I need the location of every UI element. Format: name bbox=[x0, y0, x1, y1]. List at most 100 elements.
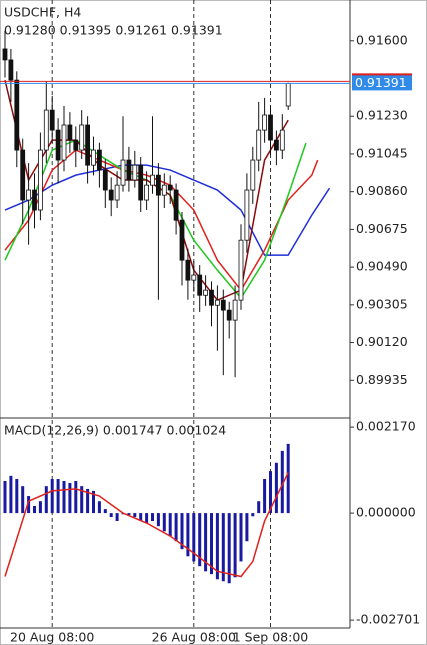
histogram-bar bbox=[251, 513, 255, 517]
histogram-bar bbox=[9, 475, 13, 514]
candle-body bbox=[102, 169, 108, 191]
candle-body bbox=[32, 189, 37, 211]
candle-body bbox=[203, 289, 209, 296]
y-tick-label: 0.90490 bbox=[356, 259, 408, 274]
y-tick-label: 0.90860 bbox=[356, 183, 408, 198]
candle-body bbox=[14, 79, 20, 151]
x-tick-label: 1 Sep 08:00 bbox=[233, 630, 309, 645]
histogram-bar bbox=[286, 443, 290, 514]
candle-body bbox=[85, 124, 90, 166]
candle-body bbox=[114, 184, 120, 201]
histogram-bar bbox=[56, 479, 60, 514]
candle-body bbox=[43, 109, 49, 151]
histogram-bar bbox=[274, 462, 278, 514]
chart-title: USDCHF, H4 bbox=[4, 5, 81, 20]
candle-body bbox=[268, 114, 273, 141]
histogram-bar bbox=[186, 513, 190, 557]
histogram-bar bbox=[151, 513, 154, 522]
histogram-bar bbox=[204, 513, 208, 572]
histogram-bar bbox=[269, 471, 272, 514]
histogram-bar bbox=[62, 481, 66, 514]
histogram-bar bbox=[3, 481, 7, 514]
histogram-bar bbox=[133, 513, 137, 518]
candle-body bbox=[191, 274, 197, 281]
x-tick-label: 20 Aug 08:00 bbox=[10, 630, 94, 645]
candle-body bbox=[144, 184, 150, 201]
histogram-bar bbox=[162, 513, 166, 532]
candle-body bbox=[197, 274, 203, 296]
candle-body bbox=[238, 239, 244, 301]
candle-body bbox=[232, 299, 238, 321]
histogram-bar bbox=[109, 513, 113, 518]
histogram-bar bbox=[21, 486, 25, 514]
candle-body bbox=[67, 124, 73, 141]
candle-body bbox=[285, 82, 291, 107]
candle-body bbox=[2, 48, 8, 61]
candle-body bbox=[214, 299, 220, 306]
signal-line bbox=[4, 472, 289, 578]
histogram-bar bbox=[86, 488, 90, 514]
candle-body bbox=[120, 159, 126, 186]
histogram-bar bbox=[198, 513, 202, 567]
moving-average bbox=[4, 164, 331, 256]
y-tick-label: 0.002170 bbox=[356, 419, 416, 434]
bid-label-box bbox=[352, 75, 412, 91]
candle-body bbox=[220, 299, 226, 311]
histogram-bar bbox=[168, 513, 172, 537]
candle-body bbox=[73, 139, 79, 151]
candle-body bbox=[97, 149, 102, 171]
y-tick-label: -0.002701 bbox=[356, 612, 420, 627]
candle-body bbox=[20, 149, 26, 201]
ohlc-readout: 0.91280 0.91395 0.91261 0.91391 bbox=[4, 23, 223, 38]
y-tick-label: 0.91045 bbox=[356, 145, 408, 160]
histogram-bar bbox=[215, 513, 219, 580]
histogram-bar bbox=[156, 513, 160, 527]
y-tick-label: 0.90120 bbox=[356, 334, 408, 349]
candle-body bbox=[8, 59, 14, 81]
histogram-bar bbox=[174, 513, 178, 542]
histogram-bar bbox=[97, 501, 101, 514]
histogram-bar bbox=[38, 501, 42, 514]
candle-body bbox=[79, 124, 85, 151]
candle-body bbox=[167, 184, 173, 191]
histogram-bar bbox=[145, 513, 149, 523]
histogram-bar bbox=[92, 490, 95, 514]
candle-body bbox=[250, 159, 256, 191]
candle-body bbox=[55, 129, 61, 161]
histogram-bar bbox=[68, 482, 72, 514]
histogram-bar bbox=[245, 513, 249, 542]
candle-body bbox=[226, 309, 232, 321]
bid-label: 0.91391 bbox=[355, 75, 407, 90]
histogram-bar bbox=[192, 513, 196, 562]
histogram-bar bbox=[44, 486, 48, 514]
histogram-bar bbox=[15, 479, 19, 514]
indicator-title: MACD(12,26,9) 0.001747 0.001024 bbox=[4, 423, 226, 438]
histogram-bar bbox=[33, 505, 36, 514]
histogram-bar bbox=[280, 450, 284, 514]
histogram-bar bbox=[210, 513, 213, 575]
candle-body bbox=[173, 189, 179, 221]
candle-body bbox=[26, 189, 32, 201]
x-tick-label: 26 Aug 08:00 bbox=[152, 630, 236, 645]
candle-body bbox=[126, 159, 132, 181]
candle-body bbox=[38, 149, 43, 211]
histogram-bar bbox=[115, 513, 119, 522]
histogram-bar bbox=[239, 513, 243, 562]
histogram-bar bbox=[257, 501, 261, 514]
y-tick-label: 0.89935 bbox=[356, 372, 408, 387]
candle-body bbox=[273, 139, 279, 151]
candle-body bbox=[155, 174, 161, 196]
candle-body bbox=[138, 164, 144, 201]
histogram-bar bbox=[139, 513, 143, 522]
candle-body bbox=[161, 184, 167, 196]
histogram-bar bbox=[263, 479, 267, 514]
candle-body bbox=[91, 149, 96, 166]
histogram-bar bbox=[74, 481, 78, 514]
candle-body bbox=[49, 109, 55, 131]
candle-body bbox=[132, 164, 138, 181]
candle-body bbox=[179, 219, 185, 261]
candle-body bbox=[61, 124, 67, 161]
histogram-bar bbox=[180, 513, 184, 550]
